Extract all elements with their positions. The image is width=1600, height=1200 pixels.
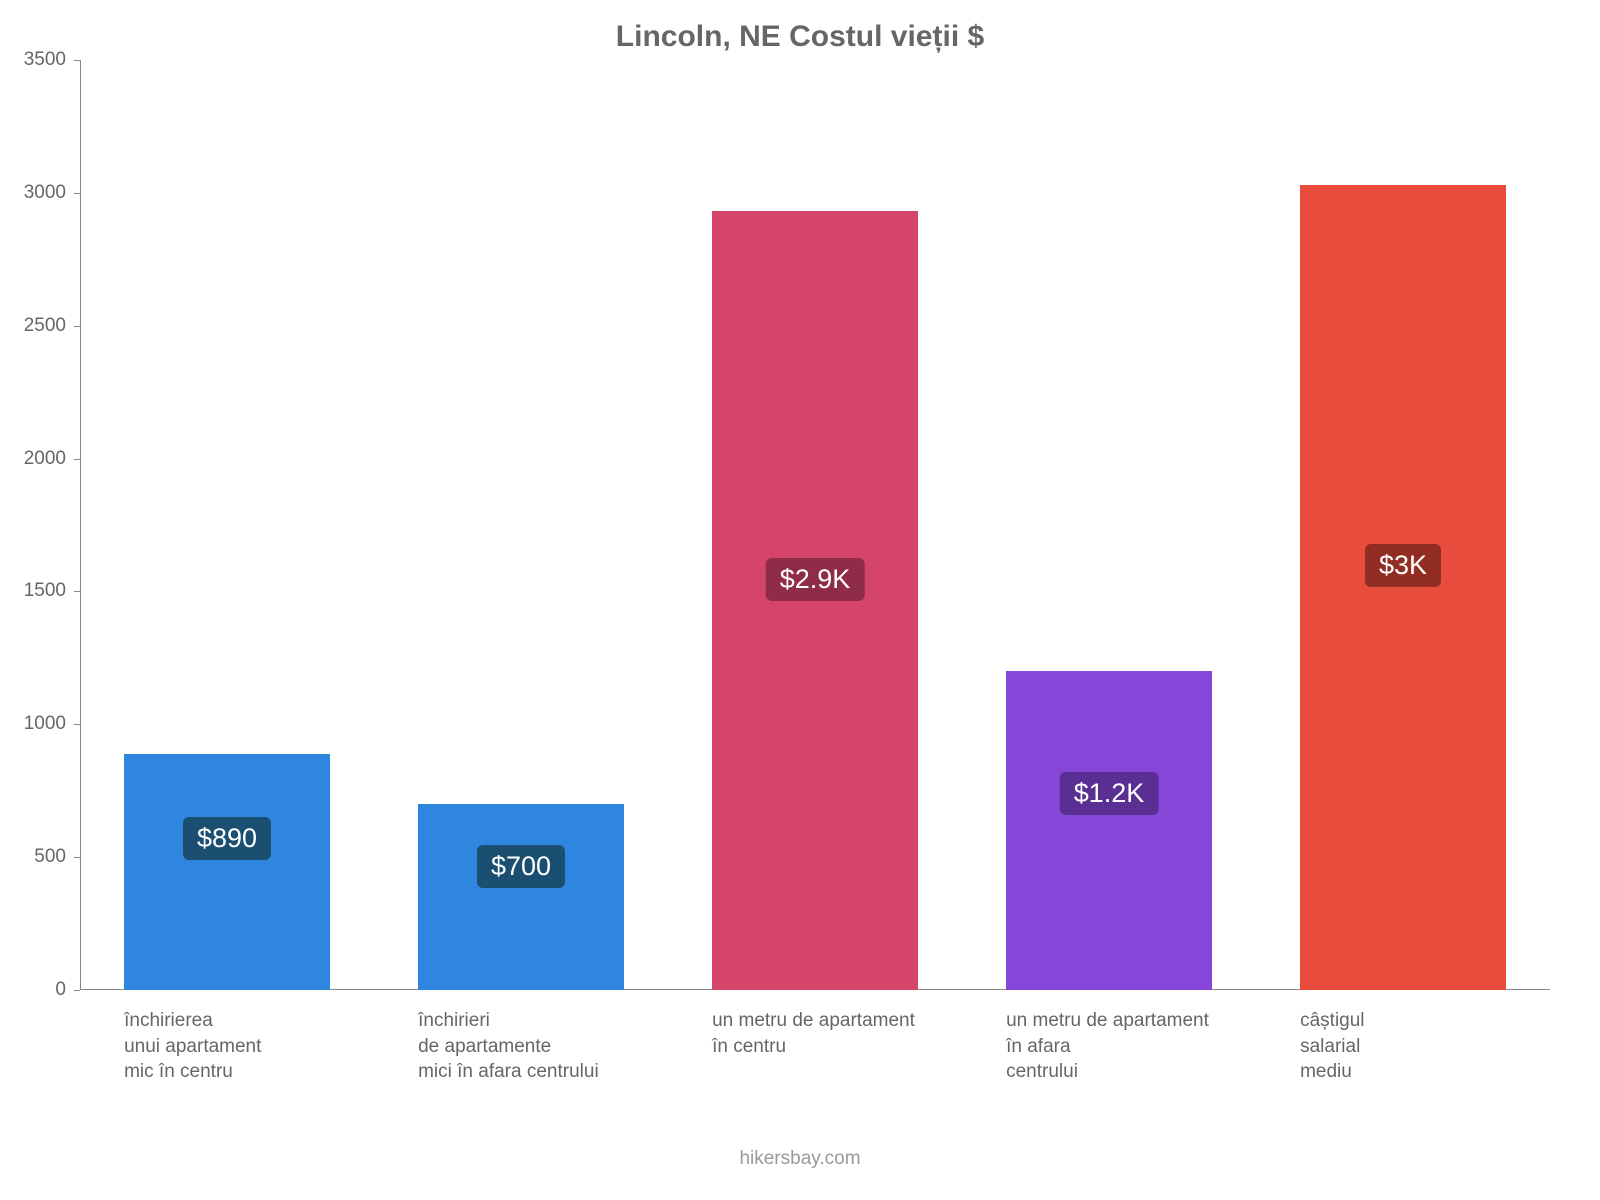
- x-tick-label: un metru de apartamentîn centru: [712, 1008, 918, 1059]
- x-tick-label: închirieride apartamentemici în afara ce…: [418, 1008, 624, 1085]
- y-tick-label: 2500: [24, 315, 66, 337]
- y-tick-mark: [74, 990, 80, 991]
- bar-value-label: $700: [477, 845, 565, 888]
- bar-value-label: $3K: [1365, 544, 1441, 587]
- y-tick-label: 1000: [24, 713, 66, 735]
- y-tick-label: 0: [55, 979, 66, 1001]
- y-tick-mark: [74, 326, 80, 327]
- y-tick-mark: [74, 724, 80, 725]
- y-tick-mark: [74, 60, 80, 61]
- y-tick-mark: [74, 193, 80, 194]
- bar: $2.9K: [712, 211, 918, 990]
- y-tick-label: 3500: [24, 49, 66, 71]
- attribution-text: hikersbay.com: [0, 1148, 1600, 1170]
- bar: $3K: [1300, 185, 1506, 990]
- bar: $700: [418, 804, 624, 990]
- bar-value-label: $890: [183, 817, 271, 860]
- bar-value-label: $2.9K: [766, 558, 865, 601]
- y-tick-label: 500: [34, 846, 66, 868]
- x-tick-label: câștigulsalarialmediu: [1300, 1008, 1506, 1085]
- bars-container: $890 $700 $2.9K $1.2K $3K: [80, 60, 1550, 990]
- bar-value-label: $1.2K: [1060, 772, 1159, 815]
- x-tick-label: închiriereaunui apartamentmic în centru: [124, 1008, 330, 1085]
- bar: $1.2K: [1006, 671, 1212, 990]
- chart-title: Lincoln, NE Costul vieții $: [0, 20, 1600, 54]
- y-tick-label: 3000: [24, 182, 66, 204]
- y-tick-mark: [74, 459, 80, 460]
- y-tick-label: 1500: [24, 580, 66, 602]
- y-tick-label: 2000: [24, 448, 66, 470]
- y-tick-mark: [74, 857, 80, 858]
- cost-of-living-chart: Lincoln, NE Costul vieții $ $890 $700 $2.9…: [0, 0, 1600, 1200]
- bar: $890: [124, 754, 330, 990]
- y-tick-mark: [74, 591, 80, 592]
- plot-area: $890 $700 $2.9K $1.2K $3K: [80, 60, 1550, 990]
- x-tick-label: un metru de apartamentîn afaracentrului: [1006, 1008, 1212, 1085]
